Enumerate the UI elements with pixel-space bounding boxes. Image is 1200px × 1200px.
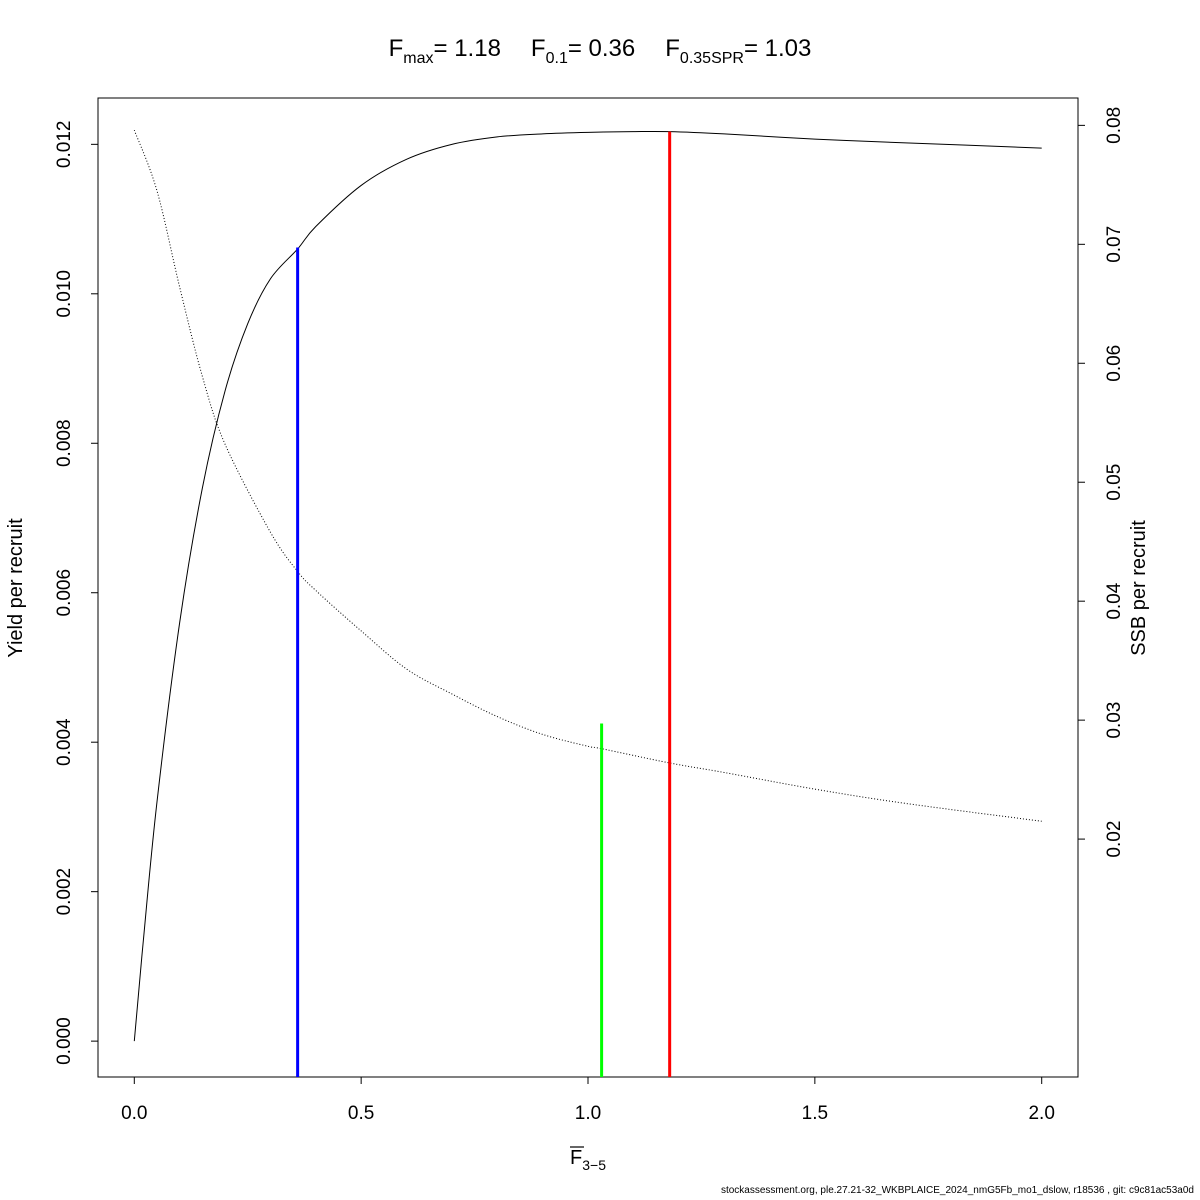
- y2-tick-label: 0.02: [1104, 821, 1125, 858]
- x-tick-label: 0.0: [121, 1103, 147, 1124]
- y-tick-label: 0.004: [54, 718, 75, 766]
- x-tick-label: 1.0: [575, 1103, 601, 1124]
- fmax-value: = 1.18: [434, 35, 501, 62]
- y-axis-label: Yield per recruit: [5, 518, 27, 658]
- plot-frame: [97, 97, 1079, 1078]
- yield-per-recruit-line: [133, 130, 1042, 1042]
- axes: 0.0 0.5 1.0 1.5 2.0 0.000 0.002 0.004 0.006 0.008…: [54, 107, 1125, 1124]
- x-axis-label: F3−5: [570, 1147, 606, 1173]
- x-tick-label: 0.5: [348, 1103, 374, 1124]
- y2-tick-label: 0.05: [1104, 464, 1125, 501]
- x-tick-label: 1.5: [802, 1103, 828, 1124]
- y-tick-label: 0.008: [54, 419, 75, 467]
- y2-axis-label: SSB per recruit: [1128, 520, 1150, 656]
- series-layer: [133, 129, 1042, 1042]
- ssb-per-recruit-line: [133, 129, 1042, 822]
- fspr-value: = 1.03: [744, 35, 811, 62]
- y2-tick-label: 0.08: [1104, 107, 1125, 144]
- y2-tick-label: 0.07: [1104, 226, 1125, 263]
- x-axis-label-sub: 3−5: [582, 1157, 606, 1173]
- y-tick-label: 0.006: [54, 569, 75, 617]
- reference-lines: [296, 131, 672, 1077]
- fmax-sub: max: [403, 50, 433, 67]
- fspr-sub: 0.35SPR: [680, 50, 744, 67]
- y2-tick-label: 0.04: [1104, 582, 1125, 619]
- y2-tick-label: 0.06: [1104, 345, 1125, 382]
- f01-label: F: [531, 35, 546, 62]
- fmax-label: F: [389, 35, 404, 62]
- fspr-label: F: [665, 35, 680, 62]
- f01-value: = 0.36: [568, 35, 635, 62]
- chart-title: Fmax= 1.18 F0.1= 0.36 F0.35SPR= 1.03: [389, 35, 812, 67]
- y-tick-label: 0.000: [54, 1017, 75, 1065]
- y-tick-label: 0.010: [54, 270, 75, 318]
- y-tick-label: 0.012: [54, 121, 75, 169]
- y-tick-label: 0.002: [54, 868, 75, 916]
- x-tick-label: 2.0: [1028, 1103, 1054, 1124]
- y2-tick-label: 0.03: [1104, 702, 1125, 739]
- footer-credit: stockassessment.org, ple.27.21-32_WKBPLA…: [720, 1185, 1194, 1196]
- f01-sub: 0.1: [546, 50, 568, 67]
- x-axis-label-base: F: [570, 1147, 582, 1169]
